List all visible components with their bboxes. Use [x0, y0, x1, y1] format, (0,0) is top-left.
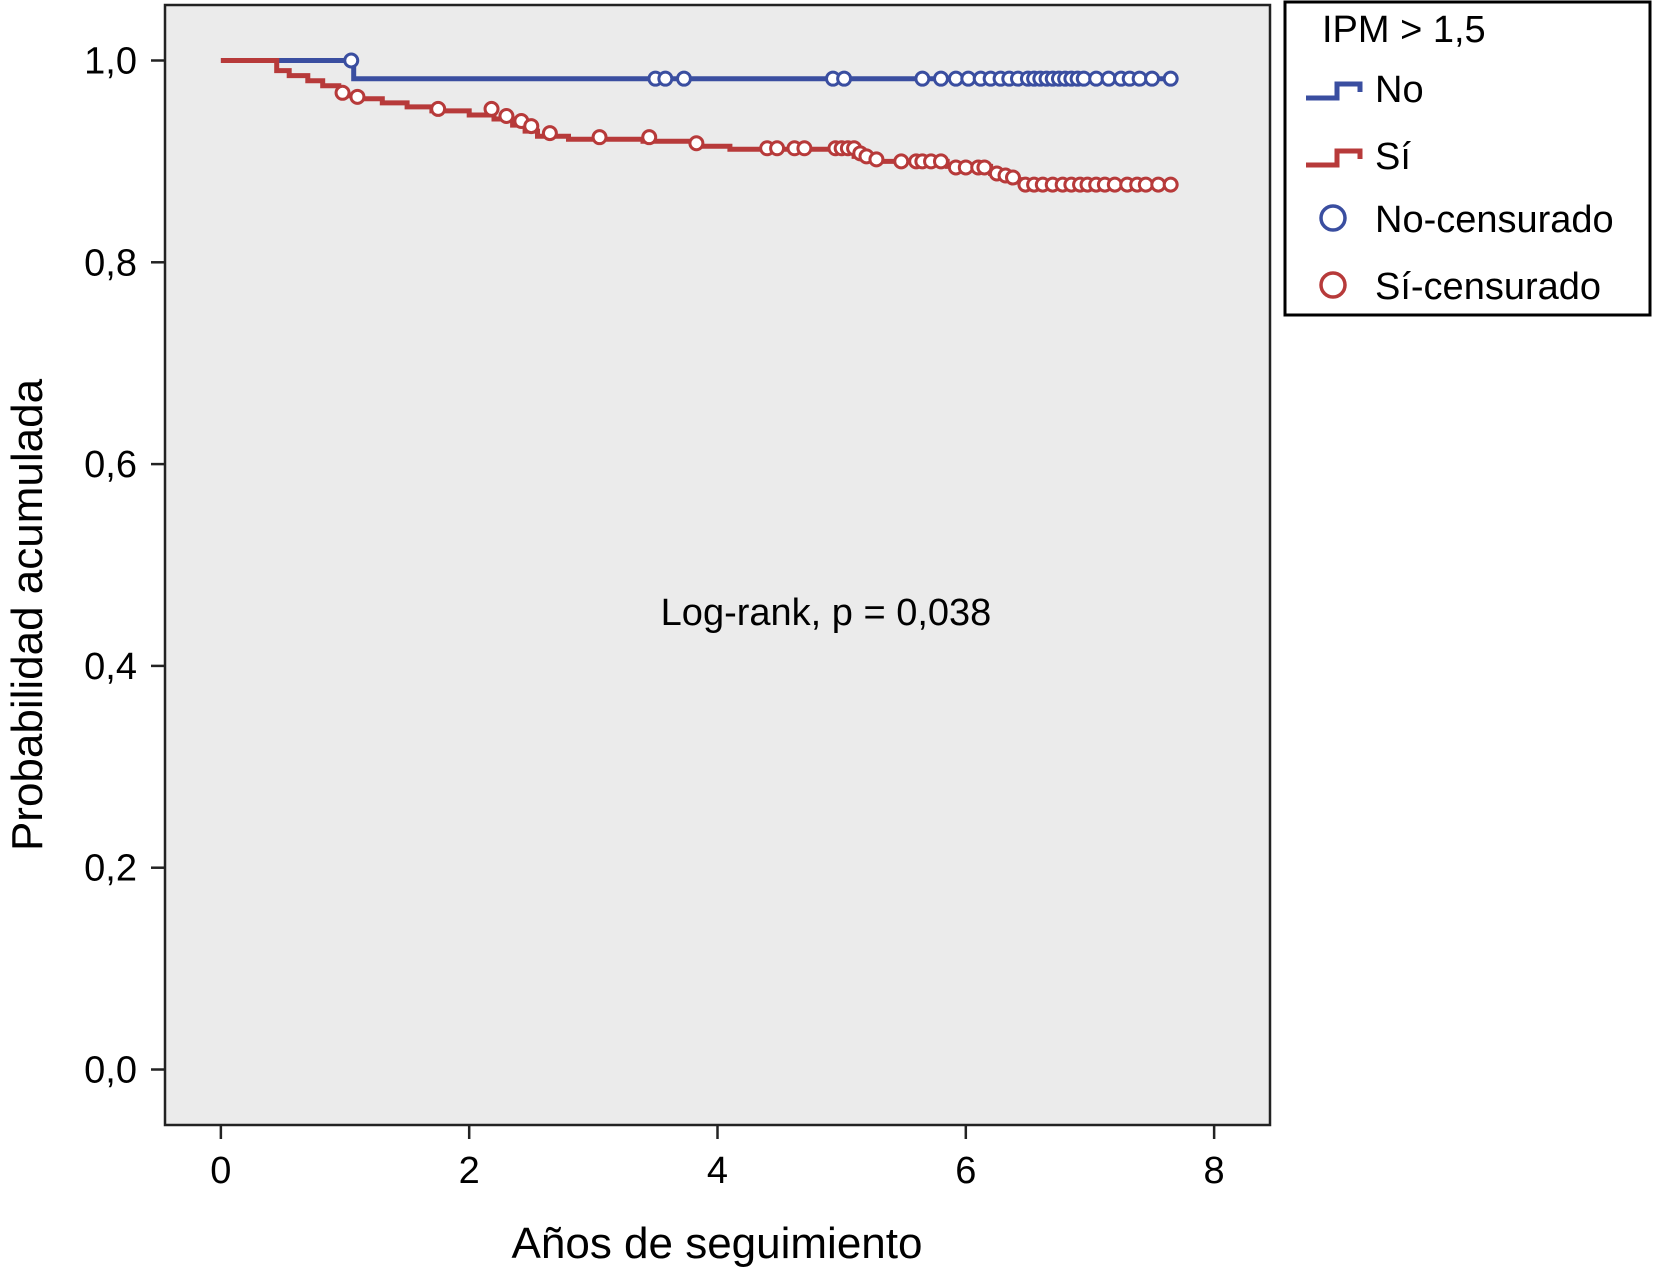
censor-mark-no — [1144, 70, 1161, 87]
censor-mark-no — [836, 70, 853, 87]
censor-mark-si — [641, 129, 658, 146]
legend-title: IPM > 1,5 — [1322, 9, 1486, 51]
legend-entries: No Sí No-censurado Sí-censurado — [1306, 69, 1614, 308]
censor-mark-si — [893, 153, 910, 170]
y-tick-label: 0,8 — [84, 242, 137, 284]
censor-mark-si — [334, 84, 351, 101]
censor-mark-no — [914, 70, 931, 87]
legend-label: No — [1375, 69, 1424, 111]
log-rank-annotation: Log-rank, p = 0,038 — [661, 592, 992, 634]
legend-step-swatch — [1306, 148, 1363, 168]
legend-circle-swatch — [1319, 271, 1347, 299]
series-layer — [220, 52, 1179, 193]
legend-step-swatch — [1306, 81, 1363, 101]
y-tick-label: 1,0 — [84, 40, 137, 82]
x-axis-label: Años de seguimiento — [512, 1219, 923, 1268]
censor-mark-si — [523, 118, 540, 135]
censor-mark-si — [591, 129, 608, 146]
legend: IPM > 1,5 No Sí No-censurado Sí-censurado — [1283, 0, 1652, 317]
legend-box — [1283, 0, 1652, 317]
censor-mark-si — [498, 107, 515, 124]
x-tick-label: 4 — [707, 1150, 728, 1192]
y-tick-label: 0,0 — [84, 1050, 137, 1092]
series-line-no — [220, 58, 1171, 82]
censor-mark-si — [688, 135, 705, 152]
legend-label: No-censurado — [1375, 199, 1614, 241]
censor-mark-si — [976, 159, 993, 176]
censor-mark-si — [769, 140, 786, 157]
censor-mark-si — [1162, 176, 1179, 193]
censor-mark-si — [541, 125, 558, 142]
x-axis: 0 2 4 6 8 — [210, 1125, 1225, 1192]
censor-mark-si — [349, 88, 366, 105]
plot-area — [163, 3, 1272, 1127]
censor-mark-si — [483, 100, 500, 117]
censor-mark-si — [1004, 169, 1021, 186]
censor-mark-si — [796, 140, 813, 157]
legend-label: Sí-censurado — [1375, 266, 1601, 308]
x-tick-label: 2 — [459, 1150, 480, 1192]
y-axis-label: Probabilidad acumulada — [3, 378, 52, 851]
y-tick-label: 0,6 — [84, 444, 137, 486]
legend-circle-swatch — [1319, 204, 1347, 232]
legend-label: Sí — [1375, 136, 1411, 178]
censor-mark-si — [430, 100, 447, 117]
x-tick-label: 0 — [210, 1150, 231, 1192]
y-tick-label: 0,2 — [84, 848, 137, 890]
censor-mark-no — [657, 70, 674, 87]
y-axis: 0,0 0,2 0,4 0,6 0,8 1,0 — [84, 40, 165, 1092]
censor-mark-no — [932, 70, 949, 87]
censor-mark-no — [675, 70, 692, 87]
censor-mark-si — [868, 151, 885, 168]
x-tick-label: 6 — [955, 1150, 976, 1192]
censor-mark-si — [932, 153, 949, 170]
y-tick-label: 0,4 — [84, 646, 137, 688]
censor-mark-no — [343, 52, 360, 69]
x-tick-label: 8 — [1204, 1150, 1225, 1192]
censor-mark-no — [1162, 70, 1179, 87]
